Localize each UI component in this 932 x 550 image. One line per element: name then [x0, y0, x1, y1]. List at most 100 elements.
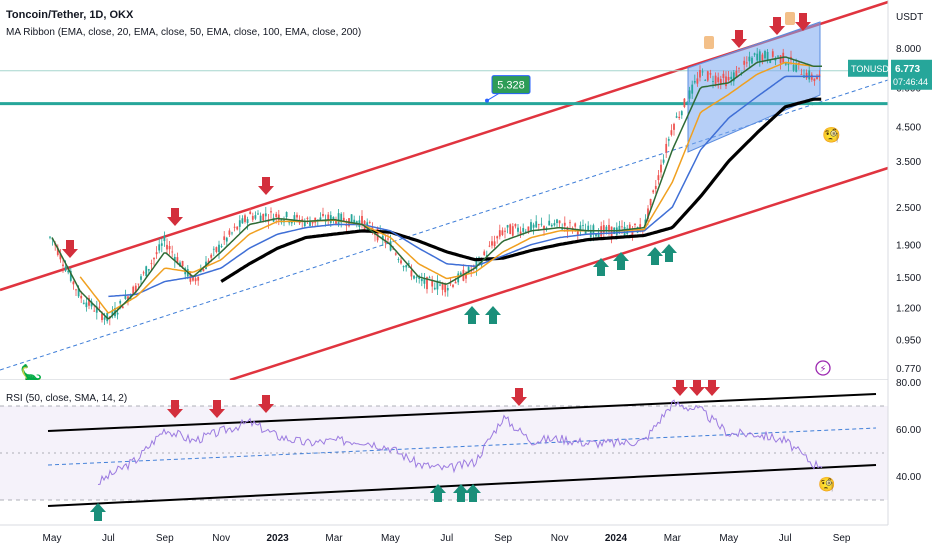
ma-ribbon-legend[interactable]: MA Ribbon (EMA, close, 20, EMA, close, 5… [6, 27, 362, 38]
candle-body [238, 220, 241, 227]
candle-body [212, 248, 215, 250]
time-tick-label: Nov [212, 533, 230, 544]
candle-body [777, 55, 779, 57]
candle-body [400, 260, 402, 264]
candle-body [696, 78, 699, 84]
time-tick-label: Jul [440, 533, 453, 544]
buy-arrow-icon [647, 247, 663, 265]
candle-body [608, 224, 610, 232]
candle-body [251, 215, 254, 220]
candle-body [576, 230, 579, 235]
candle-body [558, 220, 561, 224]
rsi-tick-label: 40.00 [896, 472, 921, 483]
time-tick-label: May [719, 533, 738, 544]
candle-body [792, 64, 795, 71]
sell-arrow-icon [167, 400, 183, 418]
candle-body [735, 70, 738, 78]
candle-body [743, 60, 746, 65]
candle-body [95, 306, 98, 313]
candle-body [64, 266, 67, 271]
candle-body [215, 247, 218, 252]
candle-body [150, 263, 153, 265]
symbol-badge-text: TONUSDT [851, 64, 895, 74]
time-tick-label: Mar [325, 533, 343, 544]
candle-body [592, 225, 595, 235]
buy-arrow-icon [661, 244, 677, 262]
time-axis[interactable]: May Jul Sep Nov 2023 Mar May Jul Sep Nov 2024 Mar Ma… [0, 524, 888, 544]
candle-body [59, 252, 62, 260]
candle-body [514, 224, 517, 227]
candle-body [584, 230, 587, 234]
candle-body [574, 223, 577, 227]
candle-body [693, 81, 696, 83]
candle-body [678, 116, 681, 119]
last-price-badges: TONUSDT 6.773 07:46:44 [848, 59, 932, 90]
candle-body [498, 230, 501, 237]
candle-body [738, 67, 740, 69]
candle-body [176, 257, 179, 264]
candle-body [257, 213, 259, 215]
candle-body [111, 310, 114, 316]
candle-body [75, 289, 77, 291]
candle-body [769, 60, 772, 63]
candle-body [454, 281, 457, 284]
candle-body [475, 260, 478, 269]
candle-body [688, 90, 691, 99]
candle-body [296, 214, 298, 218]
candle-body [784, 62, 787, 65]
buy-arrow-icon [90, 503, 106, 521]
candle-body [171, 251, 174, 253]
candle-body [813, 78, 816, 82]
candle-body [745, 62, 748, 64]
candle-body [517, 227, 519, 232]
candle-body [381, 235, 384, 241]
price-axis[interactable]: 8.0006.0004.5003.5002.5001.9001.5001.200… [887, 0, 923, 525]
price-callout-text: 5.328 [497, 80, 525, 92]
candle-body [220, 245, 223, 247]
symbol-badge [848, 59, 888, 77]
candle-body [647, 208, 649, 219]
price-tick-label: 0.770 [896, 364, 921, 375]
candle-body [166, 244, 168, 250]
candle-body [496, 236, 499, 239]
candle-body [361, 215, 363, 224]
rsi-legend[interactable]: RSI (50, close, SMA, 14, 2) [6, 393, 128, 404]
candle-body [553, 223, 556, 226]
price-pane[interactable]: 🧐 ⚡ 🦕 5.328 [0, 0, 888, 384]
candle-body [657, 175, 660, 181]
sell-arrow-icon [258, 177, 274, 195]
candle-body [210, 254, 213, 258]
sell-arrow-icon [209, 400, 225, 418]
candle-body [293, 215, 296, 222]
candle-body [368, 221, 371, 223]
time-tick-label: May [381, 533, 400, 544]
candle-body [137, 283, 140, 285]
candle-body [537, 224, 540, 226]
candle-body [72, 281, 75, 285]
candle-body [714, 75, 717, 84]
price-tick-label: 0.950 [896, 335, 921, 346]
candle-body [532, 224, 535, 228]
last-price-badge [891, 59, 932, 90]
candle-body [680, 111, 683, 116]
candle-body [132, 286, 135, 295]
candle-body [101, 313, 103, 321]
candle-body [675, 116, 678, 118]
chart-title[interactable]: Toncoin/Tether, 1D, OKX [6, 9, 134, 21]
candle-body [147, 269, 150, 271]
candle-body [218, 244, 220, 252]
candle-body [322, 213, 324, 216]
price-tick-label: 3.500 [896, 157, 921, 168]
candle-body [524, 231, 527, 233]
rsi-pane[interactable]: 🧐 [0, 378, 888, 521]
candle-body [340, 213, 343, 223]
buy-arrow-icon [593, 258, 609, 276]
lightning-icon [815, 360, 831, 376]
magnifier-emoji-icon: 🧐 [822, 126, 841, 144]
candle-body [431, 280, 434, 287]
ema-20-line [51, 56, 822, 320]
candle-body [543, 225, 545, 230]
candle-body [116, 312, 119, 315]
candle-body [816, 75, 818, 80]
candle-body [426, 277, 428, 290]
